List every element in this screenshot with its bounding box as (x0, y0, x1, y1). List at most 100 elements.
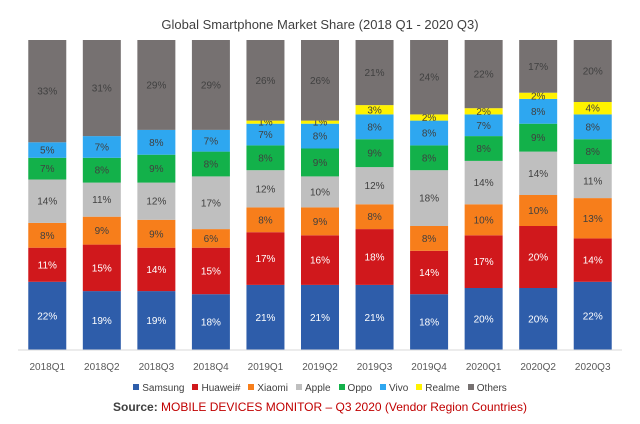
data-label-realme-2019Q4: 2% (422, 113, 437, 124)
bar-segment-huawei-2020Q2 (519, 226, 558, 288)
bar-segment-huawei-2020Q1 (464, 235, 503, 288)
bar-segment-realme-2020Q1 (464, 108, 503, 115)
data-label-huawei-2018Q4: 15% (201, 266, 221, 277)
data-label-apple-2019Q3: 12% (365, 181, 385, 192)
legend-item-xiaomi: Xiaomi (248, 383, 288, 394)
data-label-vivo-2020Q2: 8% (531, 107, 546, 118)
legend-item-samsung: Samsung (133, 383, 184, 394)
legend-label: Realme (425, 383, 460, 394)
bar-segment-xiaomi-2018Q3 (137, 219, 176, 248)
bar-segment-apple-2020Q2 (519, 151, 558, 195)
data-label-samsung-2020Q1: 20% (474, 315, 494, 326)
bar-segment-samsung-2018Q3 (137, 291, 176, 350)
bar-segment-samsung-2019Q2 (301, 284, 339, 350)
bar-segment-oppo-2020Q2 (519, 123, 558, 152)
data-label-huawei-2019Q2: 16% (310, 256, 330, 267)
data-label-samsung-2019Q1: 21% (255, 313, 275, 324)
chart-title: Global Smartphone Market Share (2018 Q1 … (161, 17, 479, 32)
data-label-huawei-2020Q1: 17% (474, 257, 494, 268)
legend-item-realme: Realme (416, 383, 460, 394)
data-label-others-2019Q3: 21% (365, 68, 385, 79)
chart-legend: Samsung Huawei# Xiaomi Apple Oppo Vivo Realme O… (0, 383, 640, 394)
data-label-xiaomi-2019Q1: 8% (258, 215, 273, 226)
data-label-oppo-2019Q1: 8% (258, 153, 273, 164)
data-label-others-2018Q1: 33% (37, 87, 57, 98)
bar-segment-realme-2019Q1 (246, 120, 285, 124)
data-label-samsung-2019Q3: 21% (365, 313, 385, 324)
data-label-samsung-2018Q3: 19% (146, 316, 166, 327)
x-tick-label: 2018Q1 (29, 362, 65, 373)
data-label-apple-2018Q2: 11% (92, 195, 111, 206)
bar-segment-huawei-2020Q3 (573, 238, 612, 282)
data-label-samsung-2020Q2: 20% (528, 315, 548, 326)
data-label-oppo-2020Q3: 8% (586, 147, 601, 158)
x-tick-label: 2019Q3 (357, 362, 393, 373)
data-label-realme-2020Q1: 2% (476, 107, 491, 118)
bar-segment-vivo-2020Q1 (464, 114, 503, 137)
source-note: Source: MOBILE DEVICES MONITOR – Q3 2020… (0, 400, 640, 414)
bar-segment-oppo-2019Q1 (246, 145, 285, 171)
bar-segment-others-2020Q1 (464, 40, 503, 109)
bar-segment-others-2018Q3 (137, 40, 176, 130)
bar-segment-oppo-2018Q1 (28, 157, 67, 180)
data-label-apple-2020Q1: 14% (474, 178, 494, 189)
bar-segment-apple-2019Q1 (246, 170, 285, 208)
bar-segment-xiaomi-2020Q1 (464, 204, 503, 236)
bar-segment-huawei-2018Q4 (191, 247, 230, 295)
bar-segment-samsung-2018Q4 (191, 294, 230, 350)
data-label-realme-2019Q3: 3% (367, 105, 382, 116)
data-label-xiaomi-2019Q2: 9% (313, 217, 328, 228)
legend-swatch (192, 384, 199, 390)
data-label-huawei-2019Q3: 18% (365, 253, 385, 264)
data-label-vivo-2018Q3: 8% (149, 138, 164, 149)
bar-segment-xiaomi-2019Q3 (355, 204, 394, 230)
data-label-oppo-2018Q4: 8% (204, 160, 219, 171)
data-label-samsung-2018Q2: 19% (92, 316, 112, 327)
bar-segment-others-2019Q4 (410, 40, 449, 115)
x-tick-label: 2018Q3 (139, 362, 175, 373)
bar-segment-xiaomi-2020Q2 (519, 195, 558, 226)
legend-item-vivo: Vivo (380, 383, 408, 394)
bar-segment-huawei-2019Q2 (301, 235, 339, 285)
legend-item-huawei: Huawei# (192, 383, 240, 394)
data-label-others-2018Q3: 29% (146, 80, 166, 91)
bar-segment-realme-2020Q2 (519, 92, 558, 99)
bar-segment-others-2018Q1 (28, 40, 67, 143)
legend-swatch (133, 384, 140, 390)
data-label-huawei-2019Q1: 17% (255, 254, 275, 265)
bar-segment-vivo-2020Q3 (573, 114, 612, 140)
data-label-realme-2019Q1: 1% (258, 118, 273, 129)
bar-segment-others-2020Q3 (573, 40, 612, 102)
data-label-samsung-2020Q3: 22% (583, 311, 603, 322)
bar-segment-samsung-2018Q1 (28, 281, 67, 350)
source-text: MOBILE DEVICES MONITOR – Q3 2020 (Vendor… (161, 400, 527, 414)
legend-item-apple: Apple (295, 383, 331, 394)
data-label-apple-2020Q2: 14% (528, 169, 548, 180)
bar-segment-samsung-2019Q4 (410, 294, 449, 350)
legend-swatch (338, 384, 345, 390)
bar-segment-vivo-2019Q3 (355, 114, 394, 140)
data-label-oppo-2018Q3: 9% (149, 164, 164, 175)
data-label-samsung-2018Q1: 22% (37, 311, 57, 322)
data-label-oppo-2018Q1: 7% (40, 164, 55, 175)
data-label-vivo-2018Q4: 7% (204, 136, 219, 147)
bar-segment-apple-2018Q4 (191, 176, 230, 230)
bar-segment-apple-2018Q1 (28, 179, 67, 223)
data-label-xiaomi-2018Q4: 6% (204, 234, 219, 245)
bar-segment-others-2018Q2 (82, 40, 121, 137)
bar-segment-oppo-2018Q2 (82, 157, 121, 183)
data-label-apple-2019Q1: 12% (255, 184, 275, 195)
data-label-others-2019Q1: 26% (255, 76, 275, 87)
bar-segment-others-2019Q3 (355, 40, 394, 106)
bar-segment-oppo-2018Q4 (191, 151, 230, 177)
bar-segment-apple-2019Q2 (301, 176, 339, 208)
bar-segment-others-2020Q2 (519, 40, 558, 93)
bar-segment-apple-2019Q4 (410, 170, 449, 226)
bar-segment-vivo-2019Q1 (246, 123, 285, 146)
data-label-xiaomi-2019Q3: 8% (367, 212, 382, 223)
bar-segment-samsung-2020Q1 (464, 288, 503, 350)
bar-segment-apple-2018Q2 (82, 182, 121, 217)
data-label-others-2020Q3: 20% (583, 67, 603, 78)
bar-segment-huawei-2018Q1 (28, 247, 67, 282)
